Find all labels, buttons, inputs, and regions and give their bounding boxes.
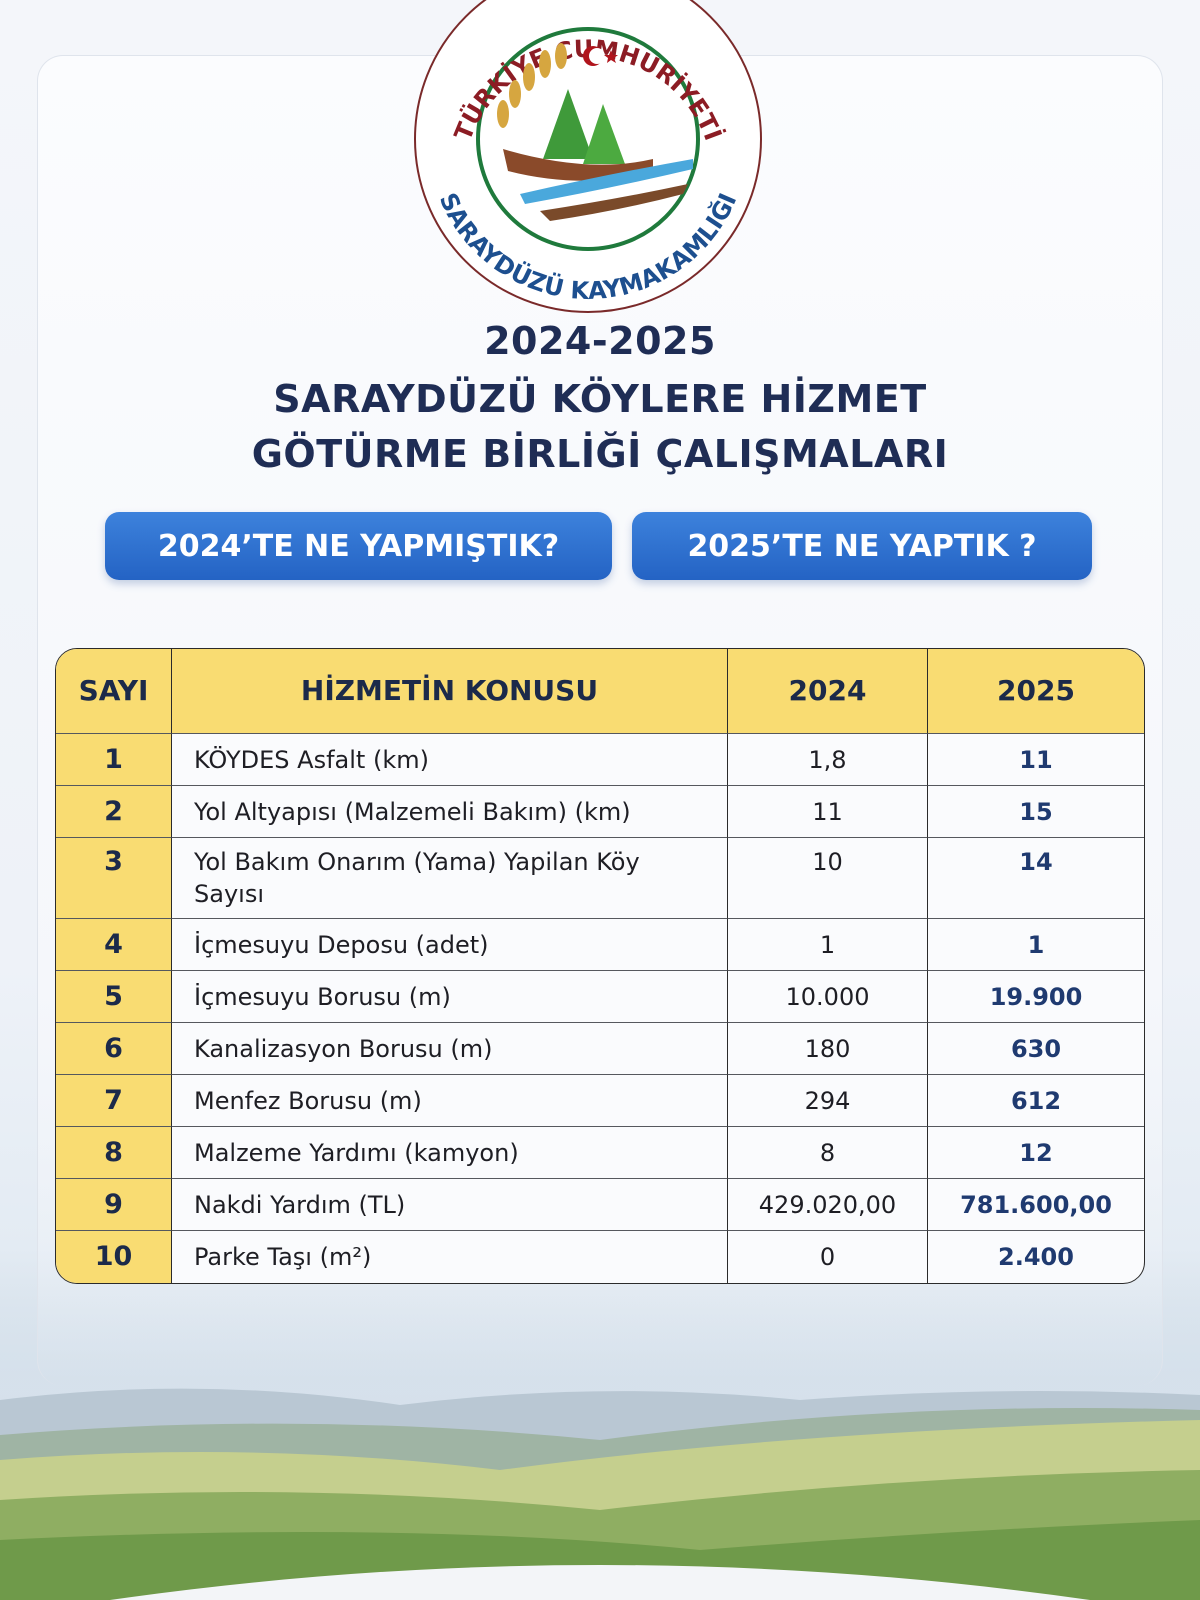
row-subject: Kanalizasyon Borusu (m)	[172, 1023, 728, 1075]
row-value-2024: 8	[728, 1127, 928, 1179]
services-table: SAYI HİZMETİN KONUSU 2024 2025 1 KÖYDES A…	[55, 648, 1145, 1284]
row-value-2024: 10.000	[728, 971, 928, 1023]
row-number: 3	[56, 838, 172, 919]
row-subject: Malzeme Yardımı (kamyon)	[172, 1127, 728, 1179]
table-row: 3 Yol Bakım Onarım (Yama) Yapilan Köy Say…	[56, 838, 1144, 919]
row-subject: Yol Bakım Onarım (Yama) Yapilan Köy Sayı…	[172, 838, 728, 919]
row-value-2024: 1	[728, 919, 928, 971]
tree-icon	[543, 89, 593, 159]
row-number: 8	[56, 1127, 172, 1179]
row-subject: İçmesuyu Deposu (adet)	[172, 919, 728, 971]
title-years: 2024-2025	[484, 319, 716, 363]
title-line-3: GÖTÜRME BİRLİĞİ ÇALIŞMALARI	[251, 432, 949, 476]
row-value-2025: 12	[928, 1127, 1144, 1179]
row-value-2024: 429.020,00	[728, 1179, 928, 1231]
row-value-2024: 180	[728, 1023, 928, 1075]
table-row: 5 İçmesuyu Borusu (m) 10.000 19.900	[56, 971, 1144, 1023]
row-subject: Menfez Borusu (m)	[172, 1075, 728, 1127]
header-no: SAYI	[56, 649, 172, 734]
title-line-2: SARAYDÜZÜ KÖYLERE HİZMET	[273, 377, 927, 421]
row-value-2025: 14	[928, 838, 1144, 919]
table-row: 10 Parke Taşı (m²) 0 2.400	[56, 1231, 1144, 1283]
table-row: 4 İçmesuyu Deposu (adet) 1 1	[56, 919, 1144, 971]
table-row: 7 Menfez Borusu (m) 294 612	[56, 1075, 1144, 1127]
header-2024: 2024	[728, 649, 928, 734]
table-row: 8 Malzeme Yardımı (kamyon) 8 12	[56, 1127, 1144, 1179]
table-row: 9 Nakdi Yardım (TL) 429.020,00 781.600,00	[56, 1179, 1144, 1231]
crescent-star-icon	[583, 46, 618, 66]
row-value-2025: 781.600,00	[928, 1179, 1144, 1231]
row-value-2025: 2.400	[998, 1243, 1074, 1271]
row-subject: KÖYDES Asfalt (km)	[172, 734, 728, 786]
row-value-2025: 612	[928, 1075, 1144, 1127]
row-subject: Nakdi Yardım (TL)	[172, 1179, 728, 1231]
row-number: 5	[56, 971, 172, 1023]
row-value-2024: 1,8	[728, 734, 928, 786]
row-value-2025: 19.900	[928, 971, 1144, 1023]
pill-2025: 2025’TE NE YAPTIK ?	[632, 512, 1092, 580]
row-number: 1	[56, 734, 172, 786]
header-2025: 2025	[928, 649, 1144, 734]
row-subject: İçmesuyu Borusu (m)	[172, 971, 728, 1023]
row-subject: Parke Taşı (m²)	[172, 1231, 728, 1283]
table-header-row: SAYI HİZMETİN KONUSU 2024 2025	[56, 649, 1144, 734]
table-row: 1 KÖYDES Asfalt (km) 1,8 11	[56, 734, 1144, 786]
tree-icon	[583, 104, 625, 164]
row-value-2025: 11	[928, 734, 1144, 786]
row-subject: Yol Altyapısı (Malzemeli Bakım) (km)	[172, 786, 728, 838]
saraydüzü-kaymakamligi-logo: TÜRKİYE CUMHURİYETİ SARAYDÜZÜ KAYMAKAMLI…	[414, 0, 762, 313]
table-row: 6 Kanalizasyon Borusu (m) 180 630	[56, 1023, 1144, 1075]
row-number: 2	[56, 786, 172, 838]
row-number: 7	[56, 1075, 172, 1127]
header-subject: HİZMETİN KONUSU	[172, 649, 728, 734]
row-number: 9	[56, 1179, 172, 1231]
row-value-2024: 0	[728, 1231, 928, 1283]
wheat-icon	[497, 43, 567, 128]
row-value-2025: 1	[928, 919, 1144, 971]
pill-2024: 2024’TE NE YAPMIŞTIK?	[105, 512, 612, 580]
row-value-2025: 630	[928, 1023, 1144, 1075]
row-number: 6	[56, 1023, 172, 1075]
row-value-2025: 15	[928, 786, 1144, 838]
row-value-2024: 10	[728, 838, 928, 919]
table-row: 2 Yol Altyapısı (Malzemeli Bakım) (km) 11 1…	[56, 786, 1144, 838]
row-number: 10	[56, 1231, 172, 1283]
row-value-2024: 294	[728, 1075, 928, 1127]
row-number: 4	[56, 919, 172, 971]
landscape-background	[0, 1388, 1200, 1600]
row-value-2024: 11	[728, 786, 928, 838]
